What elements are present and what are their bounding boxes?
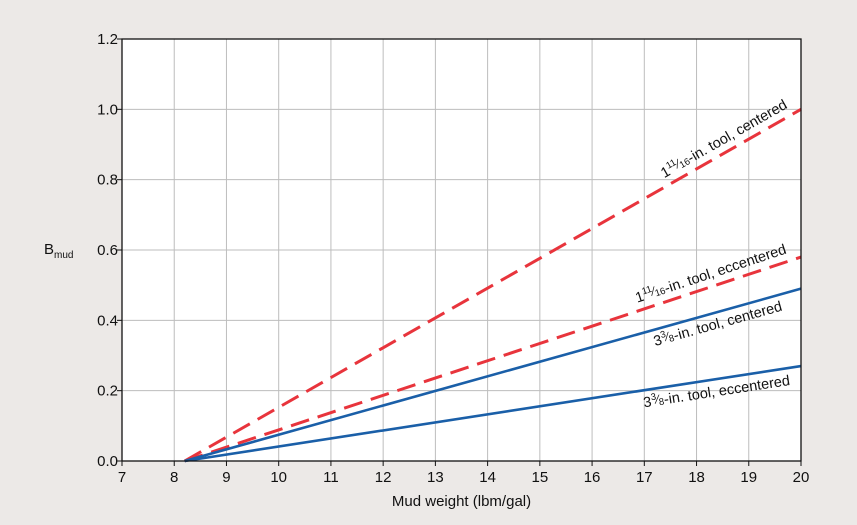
x-tick-label: 14 — [479, 469, 496, 486]
series-line-1 — [183, 108, 802, 463]
label-denominator: 8 — [668, 332, 676, 344]
x-tick-label: 10 — [270, 469, 287, 486]
x-tick-label: 8 — [170, 469, 178, 486]
x-tick-label: 12 — [375, 469, 392, 486]
y-tick-label: 0.6 — [97, 242, 118, 259]
x-tick-label: 13 — [427, 469, 444, 486]
x-axis-ticks: 7 8 9 10 11 12 13 14 15 16 17 18 19 20 — [118, 461, 810, 486]
x-tick-label: 19 — [740, 469, 757, 486]
label-numerator: 3 — [650, 391, 657, 403]
x-tick-label: 9 — [222, 469, 230, 486]
label-denominator: 16 — [677, 156, 692, 171]
label-whole: 3 — [642, 394, 652, 411]
y-tick-label: 0.0 — [97, 453, 118, 470]
series-line-2 — [184, 255, 802, 463]
x-tick-label: 11 — [323, 469, 339, 486]
x-tick-label: 7 — [118, 469, 126, 486]
y-tick-label: 0.2 — [97, 383, 118, 400]
x-tick-label: 18 — [688, 469, 705, 486]
y-axis-label: Bmud — [44, 241, 73, 261]
x-tick-label: 15 — [532, 469, 549, 486]
label-numerator: 11 — [664, 157, 678, 171]
series-line-4 — [184, 364, 802, 463]
x-tick-label: 20 — [793, 469, 810, 486]
label-slash: ⁄ — [652, 392, 661, 407]
x-tick-label: 17 — [636, 469, 653, 486]
y-axis-ticks: 0.0 0.2 0.4 0.6 0.8 1.0 1.2 — [97, 31, 122, 470]
y-tick-label: 0.4 — [97, 312, 118, 329]
y-tick-label: 1.0 — [97, 101, 118, 118]
x-axis-label: Mud weight (lbm/gal) — [392, 493, 531, 510]
label-numerator: 11 — [640, 283, 653, 297]
label-slash: ⁄ — [662, 329, 673, 344]
y-tick-label: 1.2 — [97, 31, 118, 48]
x-tick-label: 16 — [584, 469, 601, 486]
label-denominator: 16 — [653, 285, 666, 299]
label-numerator: 3 — [659, 329, 667, 341]
grid — [122, 39, 801, 461]
y-tick-label: 0.8 — [97, 172, 118, 189]
label-denominator: 8 — [658, 396, 665, 408]
label-slash: ⁄ — [647, 284, 658, 299]
series-lines — [183, 108, 802, 463]
series-line-3 — [184, 287, 802, 463]
